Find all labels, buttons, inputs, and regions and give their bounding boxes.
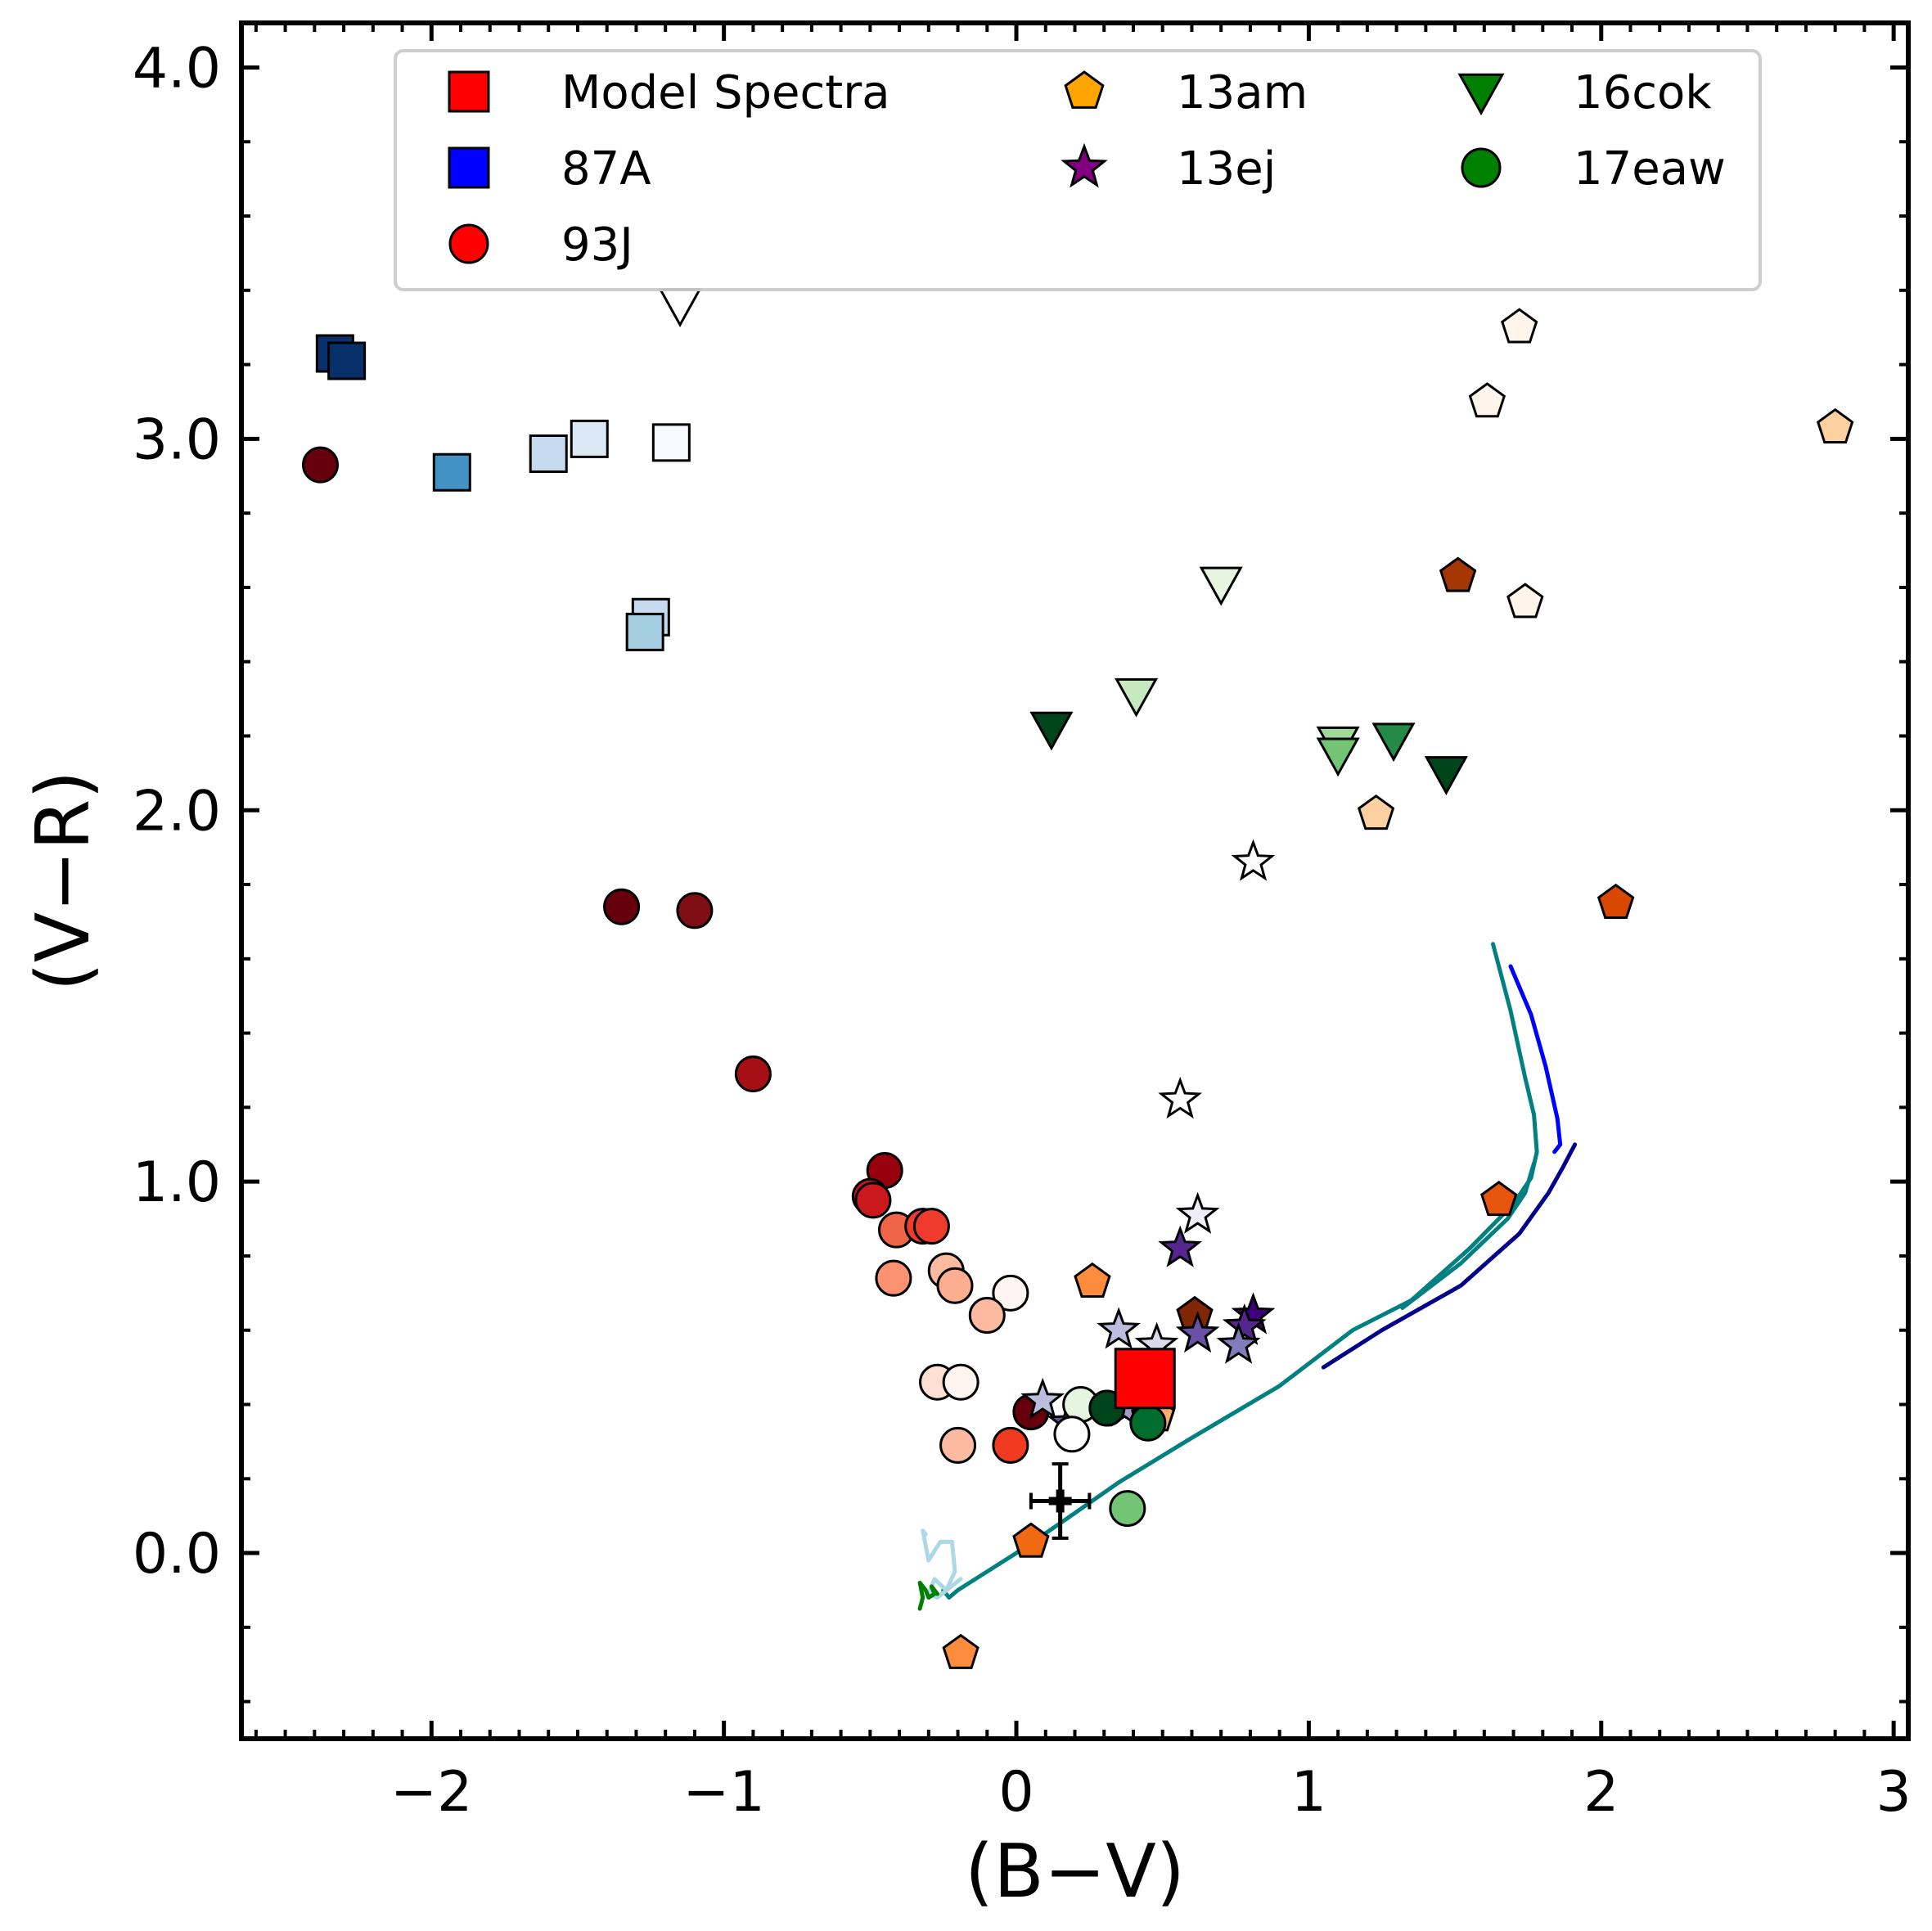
- data-point-87a: [625, 612, 664, 651]
- x-tick-label: 1: [1291, 1760, 1326, 1825]
- y-tick-label: 2.0: [133, 779, 221, 844]
- data-point-93j: [301, 446, 339, 484]
- data-point-87a: [529, 434, 568, 474]
- data-point-13am: [1439, 556, 1477, 592]
- y-tick-label: 0.0: [133, 1522, 221, 1587]
- observation-point: [1029, 1462, 1092, 1540]
- data-point-16cok: [1371, 722, 1416, 763]
- data-point-93j: [912, 1208, 950, 1245]
- legend-marker-17eaw: [1461, 147, 1502, 188]
- data-point-13ej: [1175, 1311, 1220, 1353]
- data-point-16cok: [1424, 756, 1468, 795]
- x-tick-label: 0: [998, 1760, 1034, 1825]
- data-point-13am: [1468, 382, 1506, 418]
- data-point-17eaw: [1053, 1416, 1091, 1453]
- data-point-93j: [676, 892, 714, 929]
- data-point-13ej: [1231, 839, 1276, 881]
- legend-marker-model-spectra: [448, 70, 490, 113]
- model-track-line: [917, 1580, 939, 1611]
- data-point-13ej: [1158, 1077, 1203, 1119]
- plot-frame: [239, 20, 1911, 1741]
- x-tick-label: −1: [683, 1760, 765, 1825]
- y-tick-label: 1.0: [133, 1150, 221, 1215]
- data-point-93j: [875, 1259, 912, 1297]
- model-track-line: [941, 942, 1539, 1600]
- data-point-13ej: [1020, 1377, 1065, 1420]
- data-point-87a: [570, 419, 609, 458]
- data-point-13am: [1074, 1262, 1111, 1298]
- data-point-13am: [1357, 794, 1395, 830]
- data-point-13am: [1501, 308, 1538, 344]
- data-point-13ej: [1158, 1225, 1203, 1267]
- data-point-93j: [936, 1267, 974, 1304]
- data-point-16cok: [1029, 711, 1074, 751]
- data-point-93j: [992, 1426, 1029, 1464]
- legend-marker-13ej: [1061, 142, 1108, 188]
- data-point-17eaw: [1109, 1490, 1146, 1528]
- data-point-93j: [942, 1363, 980, 1401]
- data-point-13ej: [1216, 1321, 1261, 1364]
- data-point-93j: [992, 1274, 1029, 1312]
- data-point-13am: [1506, 583, 1544, 619]
- legend-marker-87a: [448, 146, 490, 189]
- data-points: [301, 288, 1854, 1669]
- legend-label-17eaw: 17eaw: [1574, 142, 1726, 196]
- model-track-line: [1321, 1142, 1578, 1370]
- legend-marker-93j: [448, 223, 489, 264]
- data-point-13ej: [1097, 1307, 1141, 1349]
- legend-label-13am: 13am: [1177, 66, 1308, 119]
- legend-label-87a: 87A: [561, 142, 651, 196]
- legend-label-13ej: 13ej: [1177, 142, 1276, 196]
- series-93j: [301, 446, 1050, 1464]
- x-tick-label: 2: [1583, 1760, 1619, 1825]
- data-point-87a: [327, 341, 367, 380]
- data-point-87a: [651, 423, 691, 462]
- data-point-model-spectra: [1114, 1348, 1176, 1410]
- data-point-17eaw: [1129, 1404, 1167, 1442]
- data-point-93j: [734, 1056, 772, 1093]
- data-point-93j: [968, 1297, 1006, 1335]
- model-track-line: [1400, 1161, 1537, 1310]
- legend-marker-16cok: [1457, 73, 1505, 116]
- data-point-16cok: [1316, 737, 1360, 777]
- data-point-93j: [854, 1182, 892, 1219]
- data-point-93j: [603, 888, 641, 925]
- legend-label-model-spectra: Model Spectra: [561, 66, 890, 119]
- y-tick-label: 4.0: [133, 36, 221, 101]
- observation-marker: [1048, 1489, 1072, 1513]
- data-point-13am: [1596, 883, 1635, 919]
- x-tick-label: −2: [390, 1760, 472, 1825]
- x-axis-title: (B−V): [965, 1829, 1185, 1915]
- data-point-13am: [1012, 1522, 1050, 1558]
- data-point-13ej: [1175, 1191, 1220, 1234]
- legend-label-93j: 93J: [561, 218, 633, 272]
- tick-labels: −2 −1 0 1 2 3 0.0 1.0 2.0 3.0 4.0: [133, 36, 1912, 1825]
- y-axis-title: (V−R): [20, 771, 106, 992]
- data-point-87a: [432, 452, 471, 492]
- series-87a: [315, 334, 691, 651]
- y-tick-label: 3.0: [133, 407, 221, 472]
- legend: Model Spectra 13am 16cok 87A 13ej 17eaw 93J: [394, 49, 1762, 291]
- model-track-line: [1508, 964, 1563, 1155]
- series-model-spectra: [1114, 1348, 1176, 1410]
- data-point-93j: [939, 1426, 977, 1464]
- legend-marker-13am: [1064, 70, 1105, 109]
- data-point-13ej: [1222, 1303, 1267, 1346]
- x-tick-label: 3: [1876, 1760, 1911, 1825]
- data-point-16cok: [1115, 677, 1159, 718]
- legend-label-16cok: 16cok: [1574, 66, 1712, 119]
- data-point-13am: [942, 1633, 980, 1669]
- data-point-16cok: [1199, 566, 1243, 606]
- data-point-13am: [1480, 1181, 1518, 1217]
- model-tracks: [917, 942, 1578, 1611]
- data-point-13am: [1816, 407, 1854, 443]
